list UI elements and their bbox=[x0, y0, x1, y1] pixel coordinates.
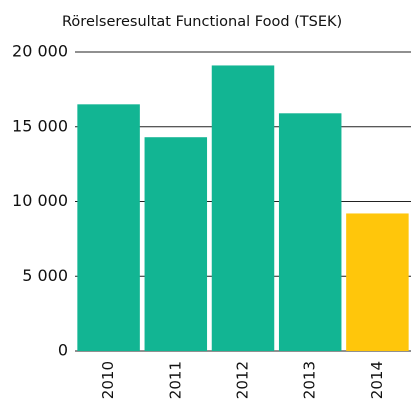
x-tick-label: 2013 bbox=[301, 361, 319, 399]
bar bbox=[77, 104, 140, 351]
bar bbox=[278, 113, 342, 351]
chart-title: Rörelseresultat Functional Food (TSEK) bbox=[62, 14, 342, 30]
y-tick-label: 5 000 bbox=[22, 266, 68, 285]
x-tick-label: 2011 bbox=[166, 361, 184, 399]
x-tick-label: 2012 bbox=[234, 361, 252, 399]
x-tick-label: 2010 bbox=[99, 361, 117, 399]
bar bbox=[211, 65, 275, 351]
y-tick-label: 0 bbox=[58, 341, 68, 360]
y-tick-label: 10 000 bbox=[12, 191, 68, 210]
bar bbox=[144, 137, 208, 351]
y-tick-label: 15 000 bbox=[12, 116, 68, 135]
y-tick-label: 20 000 bbox=[12, 42, 68, 61]
x-tick-label: 2014 bbox=[368, 361, 386, 399]
bar bbox=[346, 213, 409, 351]
